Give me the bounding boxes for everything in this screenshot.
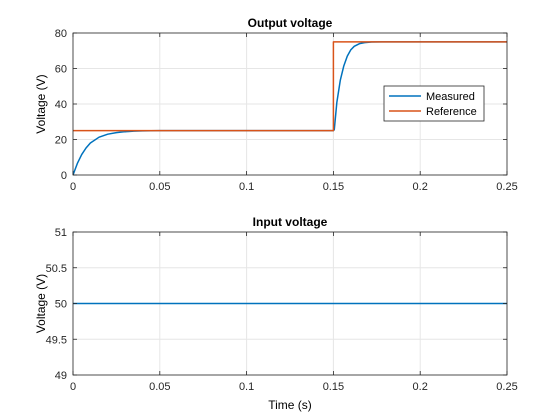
x-tick-label: 0 — [70, 381, 76, 393]
x-tick-label: 0.15 — [323, 181, 344, 193]
y-tick-label: 40 — [55, 99, 67, 111]
series-line-reference — [73, 41, 507, 132]
legend-label: Reference — [426, 106, 477, 118]
x-axis-label: Time (s) — [268, 398, 312, 412]
chart-title: Input voltage — [253, 215, 328, 229]
legend-label: Measured — [426, 91, 475, 103]
x-tick-label: 0.25 — [496, 181, 517, 193]
x-tick-label: 0.1 — [239, 181, 254, 193]
y-tick-label: 51 — [55, 227, 67, 239]
y-tick-label: 49.5 — [46, 334, 67, 346]
output-voltage-axes: 0 0.05 0.1 0.15 0.2 0.25 0 20 40 60 80 Output volta… — [34, 16, 518, 193]
chart-title: Output voltage — [248, 16, 333, 30]
y-tick-label: 50 — [55, 299, 67, 311]
y-axis-label: Voltage (V) — [34, 74, 48, 133]
y-axis-label: Voltage (V) — [34, 274, 48, 333]
series-group — [73, 41, 507, 176]
legend: Measured Reference — [383, 85, 485, 122]
x-tick-label: 0.2 — [413, 381, 428, 393]
legend-box — [383, 85, 485, 122]
x-tick-label: 0.25 — [496, 381, 517, 393]
y-tick-label: 80 — [55, 28, 67, 40]
y-tick-label: 20 — [55, 135, 67, 147]
x-tick-label: 0.05 — [149, 181, 170, 193]
x-tick-label: 0.15 — [323, 381, 344, 393]
input-voltage-axes: 0 0.05 0.1 0.15 0.2 0.25 49 49.5 50 50.5 51 Input v… — [34, 215, 518, 412]
x-tick-label: 0.05 — [149, 381, 170, 393]
y-tick-label: 50.5 — [46, 263, 67, 275]
y-tick-label: 0 — [61, 170, 67, 182]
x-tick-label: 0.2 — [413, 181, 428, 193]
x-tick-label: 0.1 — [239, 381, 254, 393]
y-tick-label: 60 — [55, 64, 67, 76]
y-tick-label: 49 — [55, 370, 67, 382]
x-tick-label: 0 — [70, 181, 76, 193]
